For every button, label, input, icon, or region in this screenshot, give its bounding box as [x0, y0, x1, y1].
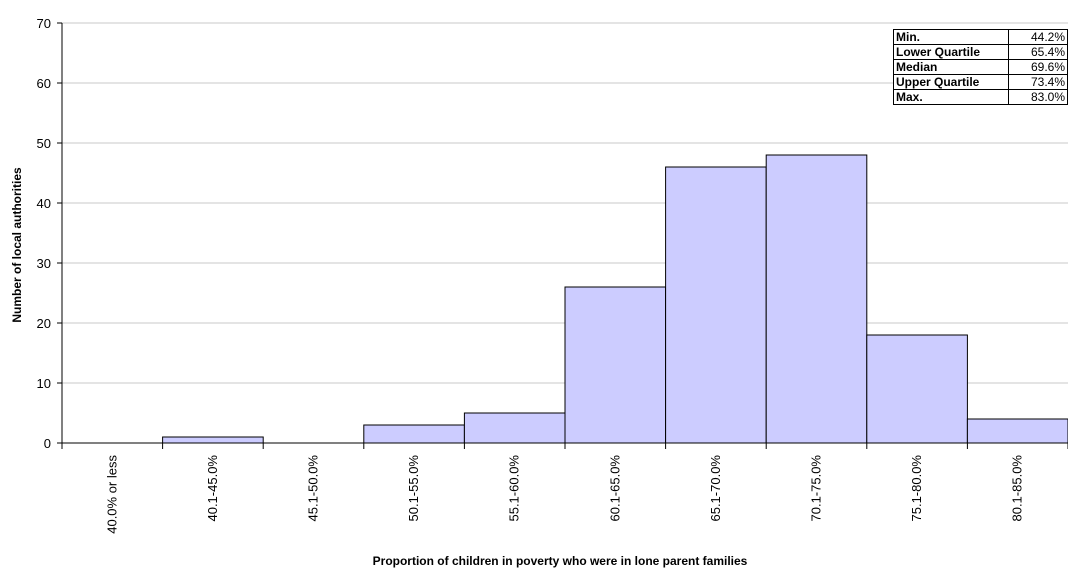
summary-value: 65.4%	[1008, 44, 1068, 60]
histogram-bar	[765, 154, 868, 444]
x-tick-label: 80.1-85.0%	[1010, 455, 1025, 522]
x-tick-label: 60.1-65.0%	[607, 455, 622, 522]
summary-value: 73.4%	[1008, 74, 1068, 90]
summary-row: Median 69.6%	[893, 59, 1068, 75]
y-tick-label: 20	[37, 316, 51, 331]
histogram-bar	[966, 418, 1068, 444]
x-tick-label: 55.1-60.0%	[507, 455, 522, 522]
y-tick-label: 30	[37, 256, 51, 271]
y-tick-label: 70	[37, 16, 51, 31]
x-tick-label: 45.1-50.0%	[306, 455, 321, 522]
y-tick-labels: 0 10 20 30 40 50 60 70	[37, 16, 51, 451]
x-tick-label: 65.1-70.0%	[708, 455, 723, 522]
gridlines	[62, 22, 1068, 384]
x-tick-label: 40.0% or less	[104, 455, 119, 534]
summary-statistics-table: Min. 44.2% Lower Quartile 65.4% Median 69.6% U…	[893, 29, 1068, 105]
y-axis-title: Number of local authorities	[10, 167, 24, 323]
summary-label: Median	[893, 59, 1009, 75]
x-axis-title: Proportion of children in poverty who we…	[373, 554, 748, 568]
summary-value: 69.6%	[1008, 59, 1068, 75]
summary-label: Min.	[893, 29, 1009, 45]
histogram-bar	[665, 166, 767, 444]
y-tick-label: 50	[37, 136, 51, 151]
summary-row: Upper Quartile 73.4%	[893, 74, 1068, 90]
summary-row: Lower Quartile 65.4%	[893, 44, 1068, 60]
histogram-bar	[866, 334, 968, 444]
x-tick-label: 50.1-55.0%	[406, 455, 421, 522]
summary-value: 44.2%	[1008, 29, 1068, 45]
summary-row: Max. 83.0%	[893, 89, 1068, 105]
x-tick-label: 40.1-45.0%	[205, 455, 220, 522]
histogram-bar	[162, 436, 264, 444]
histogram-bar	[363, 424, 465, 444]
summary-label: Max.	[893, 89, 1009, 105]
y-tick-label: 0	[44, 436, 51, 451]
x-tick-label: 75.1-80.0%	[909, 455, 924, 522]
histogram-bar	[564, 286, 667, 444]
axes	[57, 22, 1068, 449]
summary-label: Lower Quartile	[893, 44, 1009, 60]
summary-row: Min. 44.2%	[893, 29, 1068, 45]
histogram-bar	[463, 412, 566, 444]
summary-label: Upper Quartile	[893, 74, 1009, 90]
y-tick-label: 40	[37, 196, 51, 211]
x-tick-labels: 40.0% or less 40.1-45.0% 45.1-50.0% 50.1-55…	[104, 455, 1024, 534]
x-tick-label: 70.1-75.0%	[809, 455, 824, 522]
y-tick-label: 10	[37, 376, 51, 391]
y-tick-label: 60	[37, 76, 51, 91]
summary-value: 83.0%	[1008, 89, 1068, 105]
bars	[162, 154, 1068, 444]
